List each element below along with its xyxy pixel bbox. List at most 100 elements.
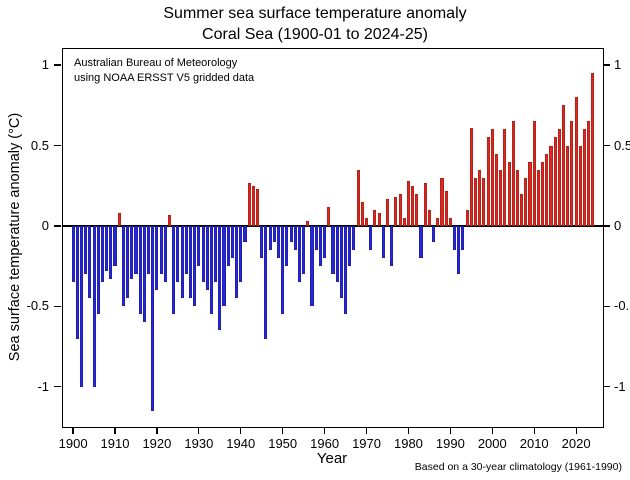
bar: [230, 225, 234, 259]
bar: [172, 225, 176, 315]
bar: [566, 145, 570, 226]
bar: [226, 225, 230, 267]
x-tick-label: 2000: [477, 436, 507, 451]
bar: [121, 225, 125, 307]
y-tick-label: -1: [614, 378, 626, 394]
climatology-note: Based on a 30-year climatology (1961-199…: [414, 461, 622, 473]
bar: [582, 129, 587, 226]
bar: [352, 225, 356, 251]
bar: [423, 182, 427, 226]
bar: [88, 225, 92, 299]
source-annotation-line2: using NOAA ERSST V5 gridded data: [74, 72, 255, 85]
bar: [276, 225, 281, 259]
bar: [105, 225, 109, 271]
bar: [109, 225, 113, 279]
x-tick-label: 1960: [310, 436, 340, 451]
bar: [84, 225, 88, 275]
bar: [323, 225, 327, 259]
bar: [373, 209, 377, 226]
bar: [440, 177, 444, 226]
bar: [96, 225, 100, 315]
bar: [553, 137, 557, 226]
bar: [243, 225, 247, 242]
bar: [499, 169, 503, 226]
bar: [293, 225, 297, 251]
bar: [494, 153, 499, 226]
bar: [377, 213, 381, 226]
bar: [444, 190, 448, 226]
bar: [142, 225, 146, 323]
bar: [79, 225, 83, 387]
x-tick-mark: [282, 427, 284, 434]
bar: [92, 225, 96, 387]
bar: [255, 188, 260, 226]
bar: [318, 225, 322, 267]
bar: [147, 225, 151, 275]
x-tick-mark: [491, 427, 493, 434]
y-tick-label: 1: [614, 57, 622, 73]
x-tick-label: 2010: [519, 436, 549, 451]
bar: [591, 73, 595, 226]
bar: [251, 185, 255, 226]
x-tick-mark: [114, 427, 116, 434]
y-tick-mark: [54, 64, 62, 66]
bar: [272, 225, 276, 242]
bar: [348, 225, 352, 267]
y-tick-mark: [54, 144, 62, 147]
bar: [344, 225, 348, 315]
bar: [587, 121, 591, 226]
bar: [155, 225, 159, 291]
bar: [364, 217, 369, 226]
bar: [448, 217, 452, 226]
x-tick-label: 1910: [100, 436, 130, 451]
x-tick-mark: [449, 427, 451, 434]
bar: [339, 225, 343, 299]
x-tick-label: 1940: [226, 436, 256, 451]
bar: [390, 225, 394, 267]
y-tick-mark: [603, 305, 610, 307]
x-tick-label: 1900: [58, 436, 88, 451]
chart-title: Summer sea surface temperature anomaly: [163, 5, 467, 22]
x-tick-mark: [407, 427, 410, 434]
bar: [180, 225, 184, 299]
bar: [285, 225, 289, 267]
bar: [411, 185, 415, 226]
x-tick-mark: [198, 427, 200, 434]
bar: [167, 214, 172, 226]
y-tick-mark: [603, 144, 610, 147]
bar: [381, 225, 385, 259]
bar: [356, 169, 360, 226]
bar: [394, 196, 398, 226]
y-tick-label: 1: [41, 57, 49, 73]
bar: [75, 225, 79, 339]
bar: [188, 225, 192, 299]
bar: [235, 225, 239, 299]
bar: [222, 225, 226, 307]
bar: [205, 225, 209, 291]
x-tick-mark: [324, 427, 326, 434]
bar: [151, 225, 155, 411]
x-tick-mark: [156, 427, 158, 434]
bar: [578, 145, 582, 226]
y-tick-mark: [54, 305, 62, 307]
bar: [126, 225, 130, 299]
bar: [524, 177, 528, 226]
bar: [163, 225, 167, 283]
x-tick-mark: [365, 427, 368, 434]
bar: [406, 180, 410, 226]
bar: [117, 213, 121, 226]
bar: [574, 97, 578, 226]
bar: [520, 193, 524, 226]
bar: [176, 225, 180, 283]
y-tick-label: 0.5: [30, 137, 49, 153]
y-tick-mark: [54, 225, 62, 227]
bar: [402, 217, 406, 226]
bar: [486, 137, 490, 226]
plot-area: 1 1 0.5 0.5 0 0 -0.5 -0.5 -1 -1 1900 1910 1920 1930 19…: [27, 48, 630, 451]
bar: [557, 129, 561, 226]
bar: [113, 225, 117, 267]
bar: [327, 206, 331, 226]
y-tick-mark: [54, 386, 62, 388]
bar: [465, 209, 469, 226]
